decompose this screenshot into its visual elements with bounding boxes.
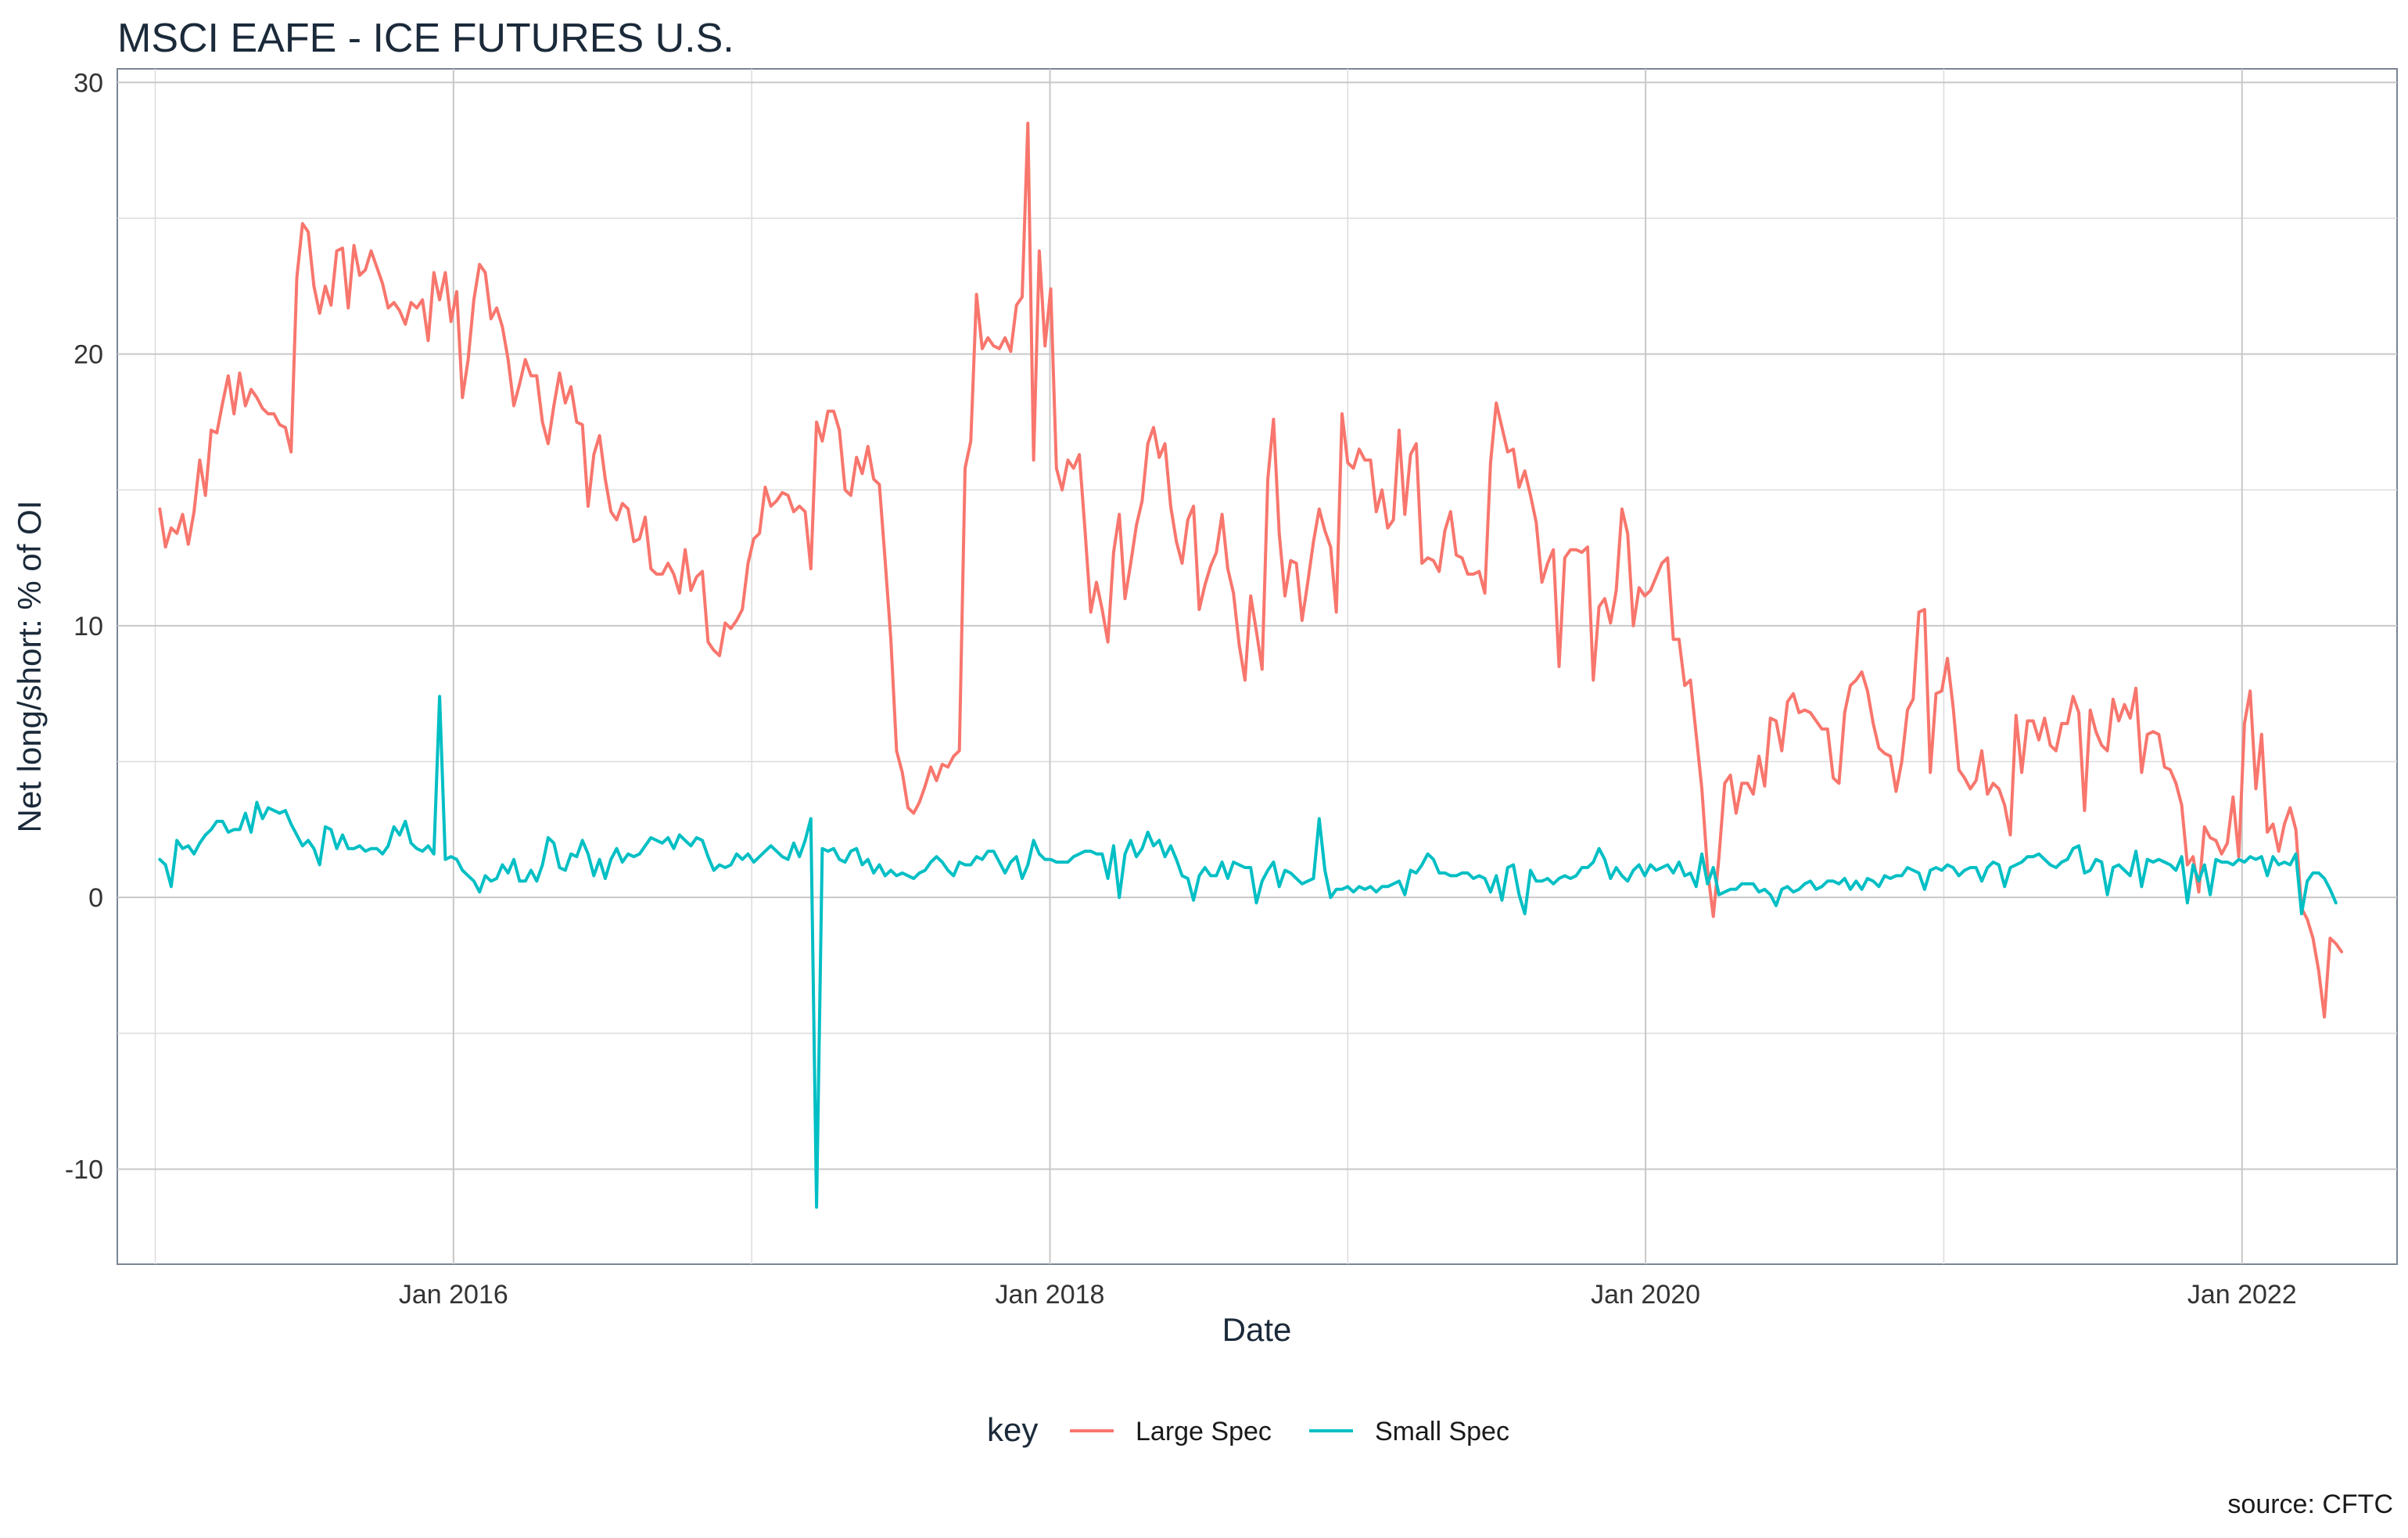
legend-title: key [987,1411,1038,1448]
y-axis-title: Net long/short: % of OI [11,501,48,833]
minor-gridlines [117,69,2397,1264]
legend: key Large Spec Small Spec [987,1411,1509,1448]
y-tick-label: 10 [74,612,103,641]
source-caption: source: CFTC [2227,1489,2393,1519]
x-axis-title: Date [1222,1311,1292,1348]
y-tick-label: 0 [88,883,103,913]
y-axis-tick-labels: -10 0 10 20 30 [65,68,103,1184]
x-tick-label: Jan 2018 [996,1280,1105,1310]
series-line-large-spec [158,121,2344,1019]
legend-label-small-spec: Small Spec [1375,1417,1509,1446]
x-tick-label: Jan 2020 [1591,1280,1700,1310]
y-tick-label: 30 [74,68,103,98]
series-layer [158,121,2344,1209]
x-tick-label: Jan 2022 [2187,1280,2297,1310]
y-tick-label: -10 [65,1155,103,1184]
x-axis-tick-labels: Jan 2016 Jan 2018 Jan 2020 Jan 2022 [399,1280,2297,1310]
x-tick-label: Jan 2016 [399,1280,508,1310]
y-tick-label: 20 [74,340,103,370]
series-line-small-spec [158,695,2338,1209]
chart-title: MSCI EAFE - ICE FUTURES U.S. [117,16,734,61]
plot-panel [117,68,2398,1265]
legend-label-large-spec: Large Spec [1136,1417,1272,1446]
